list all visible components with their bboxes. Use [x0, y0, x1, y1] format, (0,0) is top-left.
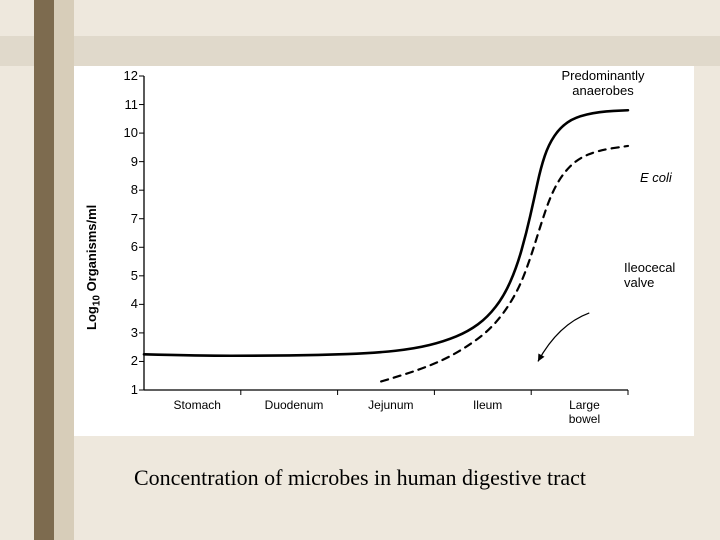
annotation-ecoli: E coli — [640, 170, 672, 185]
series-total — [144, 110, 628, 355]
annotation-ileocecal-2: valve — [624, 275, 654, 290]
ileocecal-arrow — [538, 313, 589, 362]
annotation-line-1: Predominantly — [561, 68, 644, 83]
chart-panel: Log10 Organisms/ml 123456789101112 Stoma… — [74, 66, 694, 436]
slide-background: Log10 Organisms/ml 123456789101112 Stoma… — [0, 0, 720, 540]
sidebar-stripe-light — [54, 0, 74, 540]
annotation-ileocecal-valve: Ileocecal valve — [624, 260, 675, 290]
slide-caption: Concentration of microbes in human diges… — [0, 465, 720, 491]
annotation-predominantly-anaerobes: Predominantly anaerobes — [538, 68, 668, 98]
annotation-line-2: anaerobes — [572, 83, 633, 98]
annotation-ileocecal-1: Ileocecal — [624, 260, 675, 275]
top-band — [0, 36, 720, 66]
sidebar-stripe-dark — [34, 0, 54, 540]
chart-svg — [88, 70, 688, 430]
series-ecoli — [381, 146, 628, 382]
chart-plot: Log10 Organisms/ml 123456789101112 Stoma… — [88, 70, 688, 430]
